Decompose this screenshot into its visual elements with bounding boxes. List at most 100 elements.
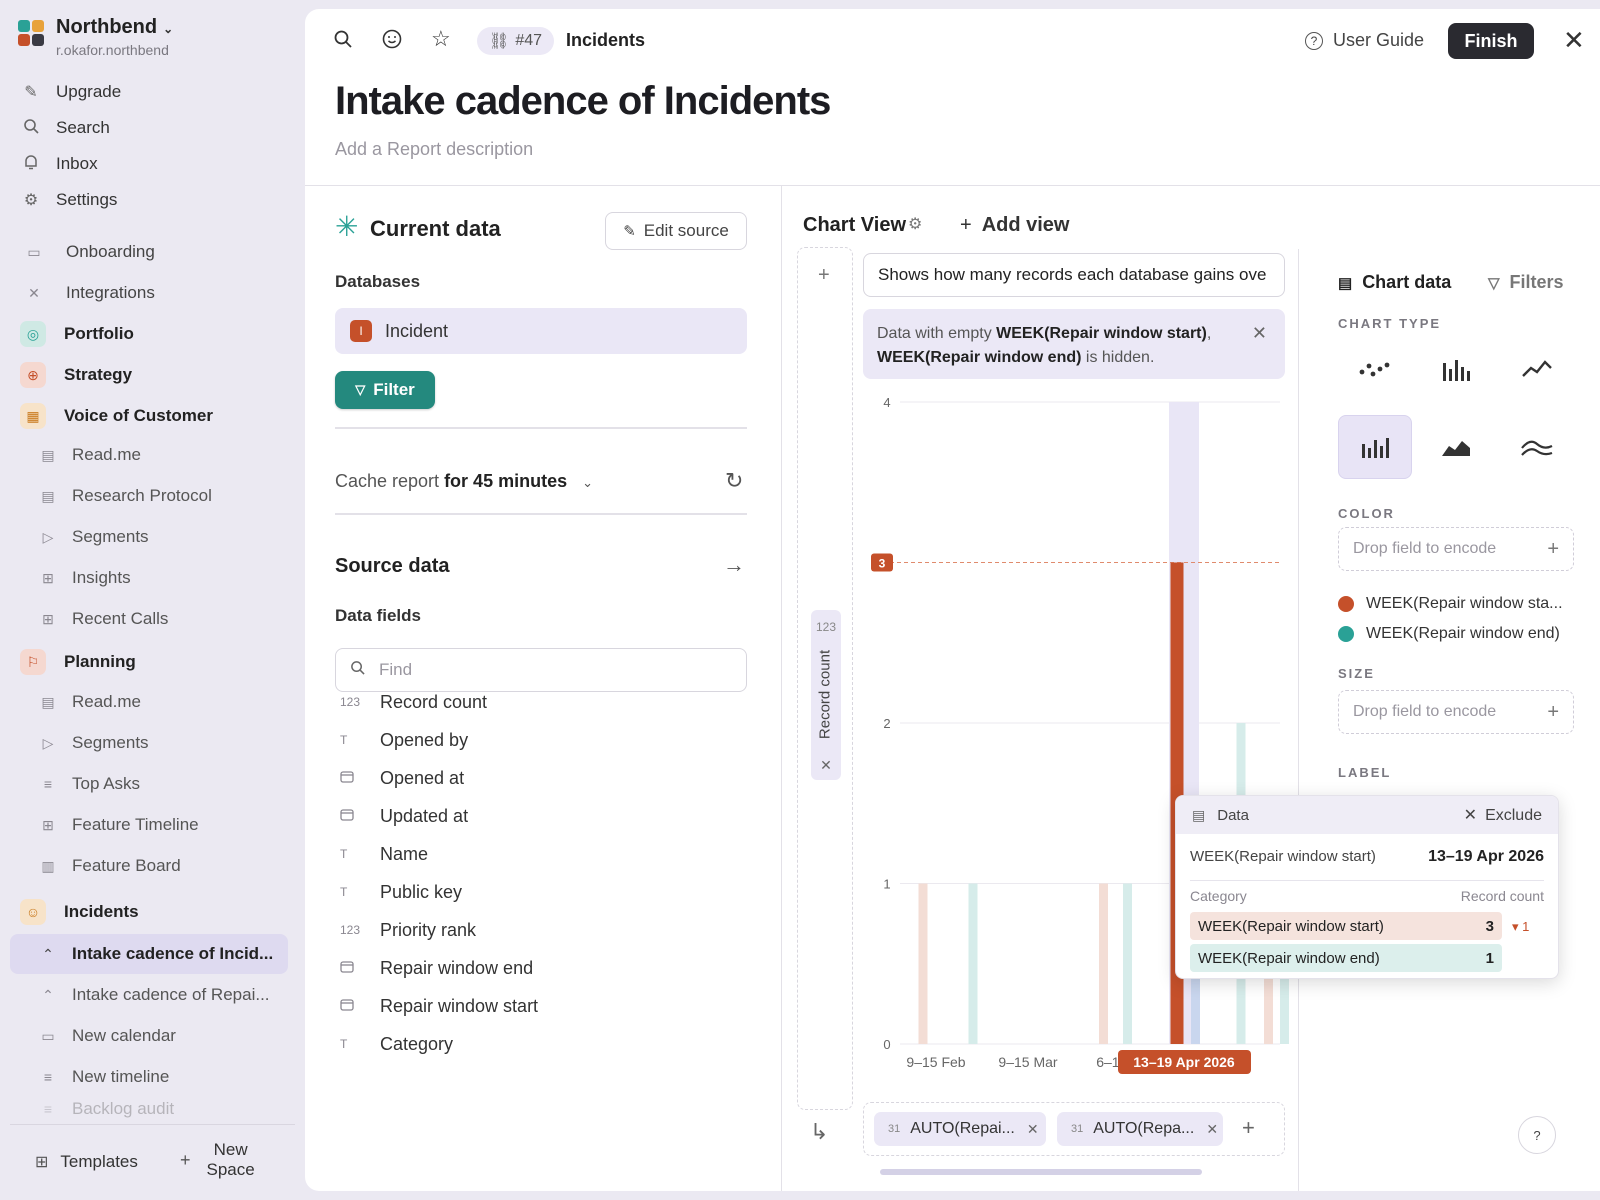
- link-pill[interactable]: ⛓ #47: [477, 27, 555, 55]
- chart-description-field[interactable]: Shows how many records each database gai…: [863, 253, 1285, 297]
- data-field-item[interactable]: 123 Priority rank: [340, 916, 476, 944]
- templates-button[interactable]: ⊞ Templates: [35, 1152, 138, 1172]
- nav-inbox[interactable]: Inbox: [20, 150, 98, 178]
- workspace-switcher[interactable]: Northbend ⌄ r.okafor.northbend: [18, 16, 173, 58]
- number-type-icon: 123: [340, 923, 361, 937]
- chart-view-tab[interactable]: Chart View: [803, 214, 906, 236]
- tab-chart-data[interactable]: ▤ Chart data: [1338, 272, 1451, 293]
- calendar-icon: [340, 998, 366, 1014]
- color-drop-zone[interactable]: Drop field to encode +: [1338, 527, 1574, 571]
- add-view-button[interactable]: + Add view: [960, 214, 1069, 237]
- data-field-item[interactable]: T Category: [340, 1030, 453, 1058]
- sidebar-item-voice-of-customer[interactable]: ▦ Voice of Customer: [20, 398, 213, 434]
- sidebar-item-voc-readme[interactable]: ▤ Read.me: [38, 437, 141, 473]
- sidebar-item-strategy[interactable]: ⊕ Strategy: [20, 357, 132, 393]
- close-icon[interactable]: ✕: [1026, 1120, 1039, 1137]
- new-space-button[interactable]: + New Space: [180, 1140, 255, 1180]
- data-field-item[interactable]: 123 Record count: [340, 688, 487, 716]
- gear-icon: ⚙: [23, 192, 39, 209]
- sidebar-item-recent-calls[interactable]: ⊞ Recent Calls: [38, 601, 168, 637]
- bar: [1099, 883, 1108, 1044]
- sidebar-item-new-calendar[interactable]: ▭ New calendar: [38, 1018, 176, 1054]
- data-field-item[interactable]: Repair window end: [340, 954, 533, 982]
- y-axis-drop-zone[interactable]: + 123 Record count ✕: [797, 247, 853, 1110]
- database-item[interactable]: I Incident: [335, 308, 747, 354]
- sidebar-item-onboarding[interactable]: ▭ Onboarding: [24, 234, 154, 270]
- user-guide-button[interactable]: ? User Guide: [1305, 30, 1424, 51]
- find-input[interactable]: [379, 660, 719, 680]
- star-icon[interactable]: ☆: [431, 26, 451, 51]
- cache-prefix: Cache report: [335, 471, 445, 491]
- x-axis-field-chip[interactable]: 31 AUTO(Repai... ✕: [874, 1112, 1046, 1146]
- sidebar-item-new-timeline[interactable]: ≡ New timeline: [38, 1059, 169, 1095]
- sidebar-item-top-asks[interactable]: ≡ Top Asks: [38, 766, 140, 802]
- data-field-item[interactable]: T Public key: [340, 878, 462, 906]
- sidebar-item-planning-segments[interactable]: ▷ Segments: [38, 725, 149, 761]
- sidebar-item-backlog-audit[interactable]: ≡ Backlog audit: [38, 1100, 174, 1118]
- y-axis-field-chip[interactable]: 123 Record count ✕: [811, 610, 841, 780]
- sidebar-item-voc-segments[interactable]: ▷ Segments: [38, 519, 149, 555]
- exclude-button[interactable]: ✕ Exclude: [1464, 805, 1542, 825]
- sidebar-item-research-protocol[interactable]: ▤ Research Protocol: [38, 478, 211, 514]
- sidebar-item-feature-board[interactable]: ▥ Feature Board: [38, 848, 180, 884]
- data-field-item[interactable]: T Name: [340, 840, 428, 868]
- plus-icon[interactable]: +: [818, 264, 830, 286]
- arrow-right-icon[interactable]: →: [723, 552, 745, 577]
- data-field-item[interactable]: Opened at: [340, 764, 464, 792]
- plus-icon[interactable]: +: [1242, 1115, 1255, 1140]
- chart-type-line[interactable]: [1500, 337, 1574, 401]
- data-fields-label: Data fields: [335, 606, 421, 625]
- x-axis-drop-zone[interactable]: 31 AUTO(Repai... ✕ 31 AUTO(Repa... ✕ +: [863, 1102, 1285, 1156]
- sidebar-item-planning[interactable]: ⚐ Planning: [20, 644, 136, 680]
- search-icon[interactable]: [333, 29, 353, 55]
- filter-button[interactable]: ▽ Filter: [335, 371, 435, 409]
- close-icon[interactable]: ✕: [820, 757, 832, 773]
- chart-type-multi-line[interactable]: [1500, 415, 1574, 479]
- data-field-item[interactable]: Repair window start: [340, 992, 538, 1020]
- plus-icon[interactable]: +: [1547, 537, 1559, 560]
- nav-settings[interactable]: ⚙ Settings: [20, 186, 118, 214]
- data-field-item[interactable]: Updated at: [340, 802, 468, 830]
- nav-search[interactable]: Search: [20, 114, 110, 142]
- nav-upgrade[interactable]: ✎ Upgrade: [20, 78, 121, 106]
- edit-source-button[interactable]: ✎ Edit source: [605, 212, 747, 250]
- gear-icon[interactable]: ⚙: [908, 216, 923, 233]
- chart-type-histogram[interactable]: [1338, 415, 1412, 479]
- sidebar-item-integrations[interactable]: ✕ Integrations: [24, 275, 155, 311]
- sidebar-label: Intake cadence of Incid...: [72, 944, 274, 963]
- sidebar-item-intake-repair[interactable]: ⌃ Intake cadence of Repai...: [38, 977, 269, 1013]
- sidebar-item-feature-timeline[interactable]: ⊞ Feature Timeline: [38, 807, 199, 843]
- emoji-icon[interactable]: [382, 29, 402, 55]
- tab-filters[interactable]: ▽ Filters: [1488, 272, 1564, 293]
- chart-type-scatter[interactable]: [1338, 337, 1412, 401]
- legend-item[interactable]: WEEK(Repair window end): [1338, 625, 1560, 643]
- plus-icon[interactable]: +: [1547, 700, 1559, 723]
- finish-button[interactable]: Finish: [1448, 23, 1534, 59]
- sidebar-item-intake-incidents[interactable]: ⌃ Intake cadence of Incid...: [38, 936, 273, 972]
- close-icon[interactable]: ✕: [1563, 25, 1585, 55]
- legend-item[interactable]: WEEK(Repair window sta...: [1338, 595, 1563, 613]
- chart-type-area[interactable]: [1419, 415, 1493, 479]
- x-axis-field-chip[interactable]: 31 AUTO(Repa... ✕: [1057, 1112, 1223, 1146]
- report-description[interactable]: Add a Report description: [335, 139, 534, 159]
- cache-dropdown[interactable]: Cache report for 45 minutes ⌄: [335, 471, 593, 492]
- help-button[interactable]: ?: [1518, 1116, 1556, 1154]
- sidebar-item-portfolio[interactable]: ◎ Portfolio: [20, 316, 134, 352]
- refresh-icon[interactable]: ↻: [725, 468, 744, 493]
- horizontal-scrollbar[interactable]: [880, 1169, 1202, 1175]
- source-data-link[interactable]: Source data: [335, 555, 450, 577]
- size-drop-zone[interactable]: Drop field to encode +: [1338, 690, 1574, 734]
- calendar-icon: [340, 808, 366, 824]
- close-icon[interactable]: ✕: [1206, 1120, 1219, 1137]
- find-field[interactable]: [335, 648, 747, 692]
- sidebar-item-insights[interactable]: ⊞ Insights: [38, 560, 130, 596]
- sidebar-item-planning-readme[interactable]: ▤ Read.me: [38, 684, 141, 720]
- breadcrumb[interactable]: Incidents: [566, 30, 646, 50]
- data-field-item[interactable]: T Opened by: [340, 726, 468, 754]
- calendar-icon: [340, 960, 366, 976]
- sidebar-item-incidents[interactable]: ☺ Incidents: [20, 894, 139, 930]
- chart-type-bar[interactable]: [1419, 337, 1493, 401]
- close-icon[interactable]: ✕: [1251, 323, 1267, 343]
- page-title[interactable]: Intake cadence of Incidents: [335, 79, 831, 123]
